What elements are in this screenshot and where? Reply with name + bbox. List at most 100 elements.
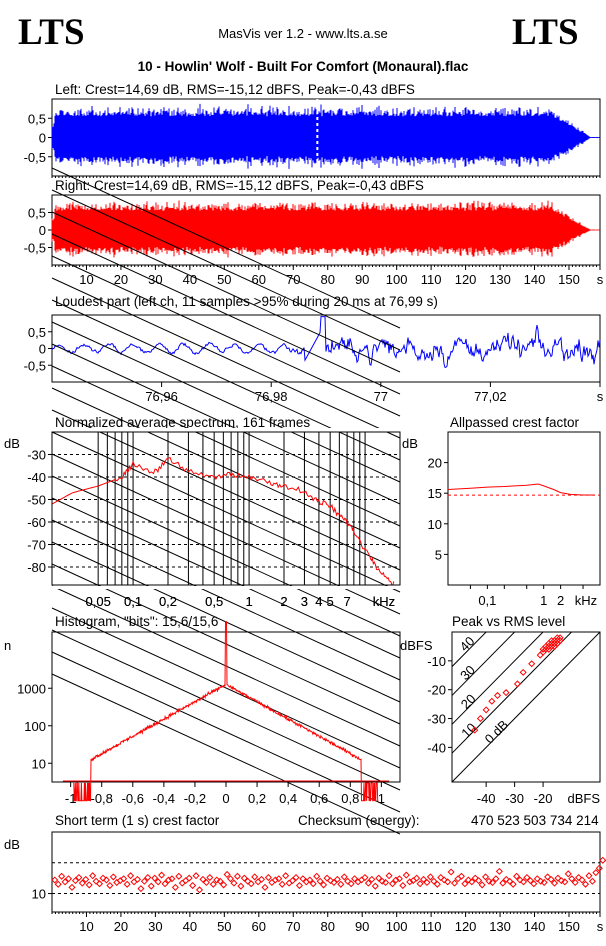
- left-waveform-ytick-label: -0,5: [24, 150, 46, 165]
- peak-rms-point: [502, 689, 510, 697]
- short-crest-point: [375, 874, 383, 882]
- peak-rms-point: [476, 715, 484, 723]
- short-crest-point: [313, 872, 321, 880]
- short-crest-point: [306, 876, 314, 884]
- spectrum-slope-line: [51, 211, 401, 373]
- short-crest-point: [295, 882, 303, 890]
- short-crest-point: [309, 880, 317, 888]
- peak-rms-point: [471, 726, 479, 734]
- spectrum-slope-line: [51, 233, 401, 395]
- spectrum-line: [51, 456, 395, 586]
- spectrum-xtick-label: 0,1: [124, 594, 142, 609]
- short-crest-point: [599, 856, 606, 864]
- short-crest-point: [399, 882, 407, 890]
- short-crest-point: [140, 877, 148, 885]
- right-waveform-xtick-label: 130: [489, 272, 511, 287]
- short-crest-xtick-label: 80: [320, 919, 334, 934]
- histogram-xtick-label: -0,2: [184, 791, 206, 806]
- peak-rms-diagonal-label: 20: [458, 691, 479, 712]
- short-crest-point: [209, 880, 217, 888]
- spectrum-xtick-label: 0,05: [86, 594, 111, 609]
- short-crest-point: [420, 875, 428, 883]
- app-title: MasVis ver 1.2 - www.lts.a.se: [218, 26, 388, 41]
- logo-right: LTS: [512, 12, 579, 53]
- short-crest-xtick-label: 90: [355, 919, 369, 934]
- short-crest-point: [523, 874, 531, 882]
- short-crest-xtick-label: 30: [148, 919, 162, 934]
- peak-rms-point: [519, 668, 527, 676]
- short-crest-point: [192, 872, 200, 880]
- short-crest-point: [61, 878, 69, 886]
- loudest-ytick-label: 0,5: [28, 325, 46, 340]
- short-crest-xtick-label: 120: [455, 919, 477, 934]
- right-wave-title: Right: Crest=14,69 dB, RMS=-15,12 dBFS, …: [55, 178, 424, 193]
- spectrum-slope-line: [51, 563, 401, 725]
- short-crest-xtick-label: 70: [286, 919, 300, 934]
- spectrum-mask-left: [0, 392, 51, 585]
- spectrum-xtick-label: 1: [245, 594, 252, 609]
- spectrum-xtick-label: 5: [327, 594, 334, 609]
- short-crest-xtick-label: 40: [183, 919, 197, 934]
- short-crest-xtick-label: 110: [421, 919, 442, 934]
- histogram-xtick-label: -1: [65, 791, 77, 806]
- spectrum-mask-right: [401, 392, 441, 585]
- short-crest-point: [89, 872, 97, 880]
- loudest-xtick-label: 77,02: [474, 389, 507, 404]
- left-waveform-series: [51, 103, 600, 169]
- spectrum-xtick-label: kHz: [373, 594, 395, 609]
- short-crest-point: [382, 878, 390, 886]
- right-waveform-xtick-label: 110: [421, 272, 442, 287]
- spectrum-ytick-label: -50: [27, 493, 46, 508]
- short-crest-point: [75, 874, 83, 882]
- short-crest-point: [175, 872, 183, 880]
- short-crest-point: [578, 876, 586, 884]
- short-crest-point: [285, 879, 293, 887]
- peak-rms-point: [488, 697, 496, 705]
- right-waveform-xtick-label: 10: [79, 272, 93, 287]
- spectrum-xtick-label: 1: [245, 594, 252, 609]
- peak-rms-diagonal: [452, 632, 573, 754]
- short-crest-point: [588, 877, 596, 885]
- histogram-ytick-label: 100: [24, 719, 46, 734]
- peak-rms-xtick-label: -20: [534, 791, 553, 806]
- spectrum-slope-line: [51, 167, 401, 329]
- short-crest-point: [444, 878, 452, 886]
- spectrum-slope-line: [51, 343, 401, 505]
- right-waveform-xtick-label: 140: [524, 272, 546, 287]
- right-waveform-xtick-label: 100: [386, 272, 408, 287]
- short-crest-point: [185, 874, 193, 882]
- histogram-xtick-label: 0,2: [248, 791, 266, 806]
- spectrum-slope-line: [51, 431, 401, 593]
- right-waveform-series: [51, 200, 600, 258]
- peak-rms-diagonal-label: 30: [457, 662, 478, 683]
- spectrum-xtick-label: 0,05: [86, 594, 111, 609]
- short-crest-xtick-label: 10: [79, 919, 93, 934]
- short-crest-point: [492, 875, 500, 883]
- right-waveform-xtick-label: 20: [114, 272, 128, 287]
- short-crest-point: [278, 880, 286, 888]
- short-crest-point: [371, 882, 379, 890]
- short-crest-point: [247, 880, 255, 888]
- spectrum-xtick-label: 7: [343, 594, 350, 609]
- peak-rms-diagonals: 40 30 20 10 0 dB: [452, 632, 600, 782]
- short-crest-point: [171, 883, 179, 891]
- peak-rms-point: [556, 637, 564, 645]
- short-crest-xtick-label: 100: [386, 919, 408, 934]
- short-crest-frame: [51, 831, 601, 913]
- spectrum-slope-line: [51, 519, 401, 681]
- short-crest-point: [554, 874, 562, 882]
- short-crest-xtick-label: s: [597, 919, 604, 934]
- short-crest-point: [575, 874, 583, 882]
- right-waveform-xtick-label: 80: [320, 272, 334, 287]
- spectrum-slope-line: [51, 607, 401, 769]
- short-crest-point: [388, 880, 397, 888]
- crest-xtick-label: 2: [557, 593, 564, 608]
- peak-rms-point: [528, 660, 536, 668]
- short-crest-point: [230, 879, 238, 887]
- peak-rms-frame: [451, 631, 601, 783]
- spectrum-ytick-label: -80: [27, 560, 46, 575]
- short-crest-point: [82, 875, 90, 883]
- right-waveform-ytick-label: -0,5: [24, 241, 46, 256]
- short-crest-point: [482, 873, 490, 881]
- spectrum-frame: [51, 431, 401, 586]
